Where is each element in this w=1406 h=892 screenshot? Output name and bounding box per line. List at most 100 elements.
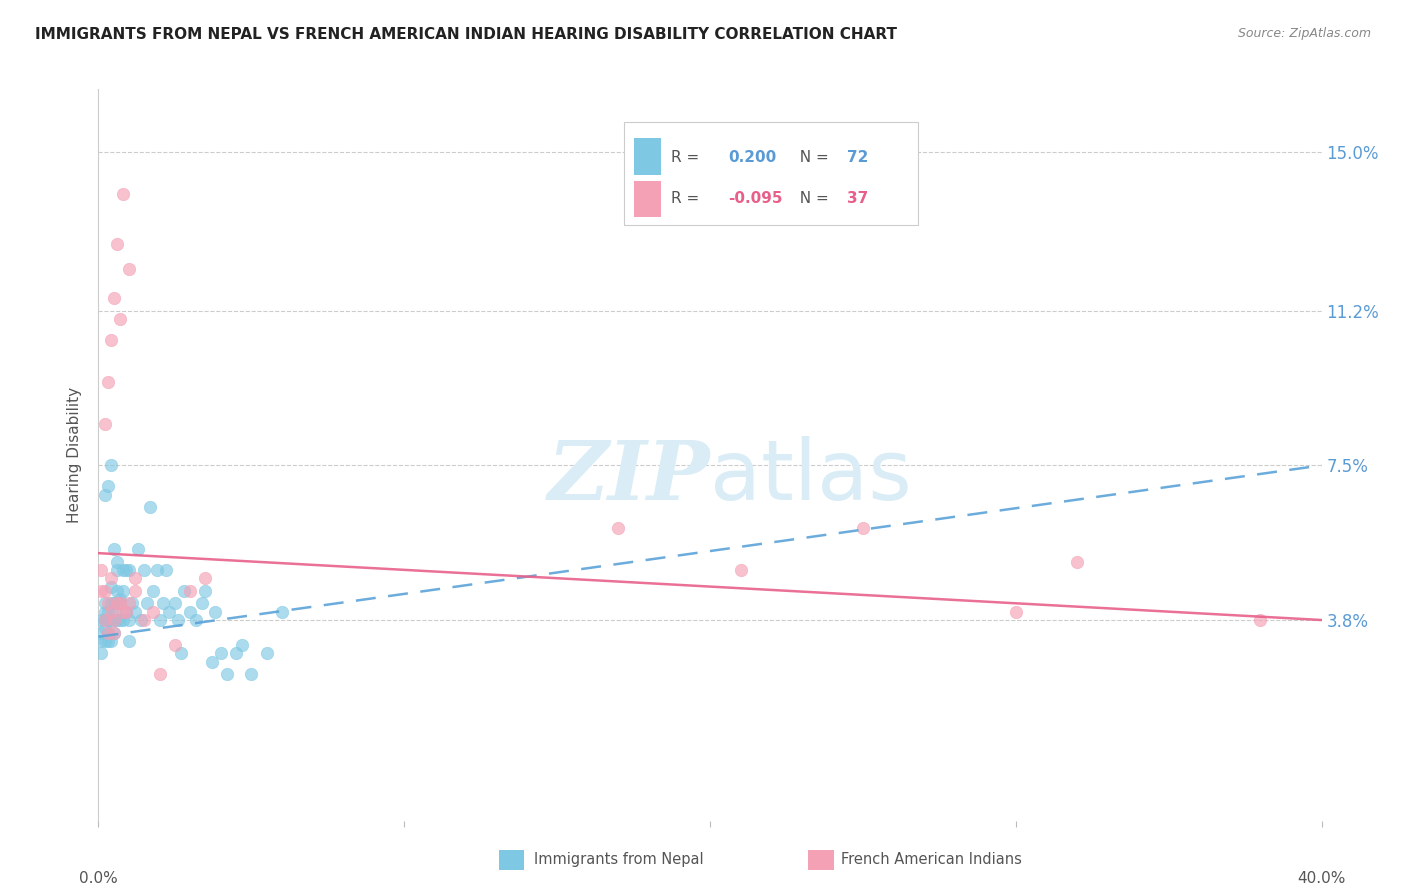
Point — [103, 613, 125, 627]
Point — [100, 634, 122, 648]
Bar — [634, 181, 661, 218]
Point — [115, 563, 138, 577]
Point — [136, 596, 159, 610]
Point — [139, 500, 162, 515]
Point — [155, 563, 177, 577]
Point — [100, 580, 122, 594]
Point — [121, 596, 143, 610]
Point — [852, 521, 875, 535]
Text: R =: R = — [671, 192, 704, 206]
Point — [108, 613, 131, 627]
Text: -0.095: -0.095 — [728, 192, 783, 206]
Point — [129, 613, 152, 627]
Point — [103, 625, 125, 640]
Point — [108, 592, 131, 607]
Point — [97, 625, 120, 640]
Point — [730, 563, 752, 577]
Point — [152, 596, 174, 610]
Point — [170, 647, 193, 661]
Point — [103, 541, 125, 556]
Point — [97, 634, 120, 648]
Point — [90, 613, 112, 627]
Text: 37: 37 — [846, 192, 869, 206]
Point — [256, 647, 278, 661]
Text: IMMIGRANTS FROM NEPAL VS FRENCH AMERICAN INDIAN HEARING DISABILITY CORRELATION C: IMMIGRANTS FROM NEPAL VS FRENCH AMERICAN… — [35, 27, 897, 42]
Point — [105, 563, 128, 577]
Text: R =: R = — [671, 150, 704, 165]
Point — [194, 583, 217, 598]
Point — [90, 647, 112, 661]
Point — [118, 634, 141, 648]
Point — [163, 638, 186, 652]
Point — [100, 613, 122, 627]
Point — [111, 613, 134, 627]
Point — [105, 236, 128, 251]
Point — [103, 625, 125, 640]
Point — [108, 596, 131, 610]
Point — [90, 634, 112, 648]
Point — [111, 583, 134, 598]
Point — [240, 667, 263, 681]
Text: ZIP: ZIP — [547, 437, 710, 516]
Text: 40.0%: 40.0% — [1298, 871, 1346, 886]
Point — [1004, 605, 1026, 619]
Point — [124, 605, 146, 619]
Point — [97, 613, 120, 627]
Point — [204, 605, 226, 619]
Point — [118, 613, 141, 627]
Point — [215, 667, 238, 681]
Point — [93, 605, 115, 619]
Point — [1066, 554, 1088, 568]
Point — [105, 596, 128, 610]
Point — [124, 583, 146, 598]
Point — [97, 375, 120, 389]
Point — [179, 605, 201, 619]
Point — [93, 583, 115, 598]
Point — [103, 596, 125, 610]
Point — [149, 613, 172, 627]
Point — [124, 571, 146, 585]
Point — [105, 583, 128, 598]
Point — [111, 186, 134, 201]
Point — [167, 613, 190, 627]
Point — [231, 638, 253, 652]
Point — [270, 605, 292, 619]
Point — [225, 647, 247, 661]
Point — [209, 647, 232, 661]
Point — [97, 605, 120, 619]
Point — [93, 488, 115, 502]
Point — [93, 634, 115, 648]
Point — [163, 596, 186, 610]
Point — [90, 625, 112, 640]
Point — [111, 563, 134, 577]
Text: Source: ZipAtlas.com: Source: ZipAtlas.com — [1237, 27, 1371, 40]
Point — [127, 541, 149, 556]
Point — [134, 563, 156, 577]
Point — [179, 583, 201, 598]
Point — [97, 479, 120, 493]
Point — [100, 571, 122, 585]
Point — [100, 333, 122, 347]
Point — [118, 563, 141, 577]
Point — [93, 417, 115, 431]
Text: French American Indians: French American Indians — [841, 853, 1022, 867]
Point — [93, 613, 115, 627]
Point — [145, 563, 167, 577]
Point — [186, 613, 208, 627]
Y-axis label: Hearing Disability: Hearing Disability — [67, 387, 83, 523]
Point — [97, 625, 120, 640]
Point — [142, 583, 165, 598]
Bar — [634, 138, 661, 175]
Point — [1249, 613, 1271, 627]
Point — [93, 621, 115, 635]
Point — [157, 605, 180, 619]
Point — [90, 563, 112, 577]
Point — [200, 655, 222, 669]
FancyBboxPatch shape — [624, 122, 918, 225]
Point — [103, 291, 125, 305]
Point — [134, 613, 156, 627]
Text: N =: N = — [790, 192, 834, 206]
Point — [149, 667, 172, 681]
Point — [93, 613, 115, 627]
Point — [607, 521, 630, 535]
